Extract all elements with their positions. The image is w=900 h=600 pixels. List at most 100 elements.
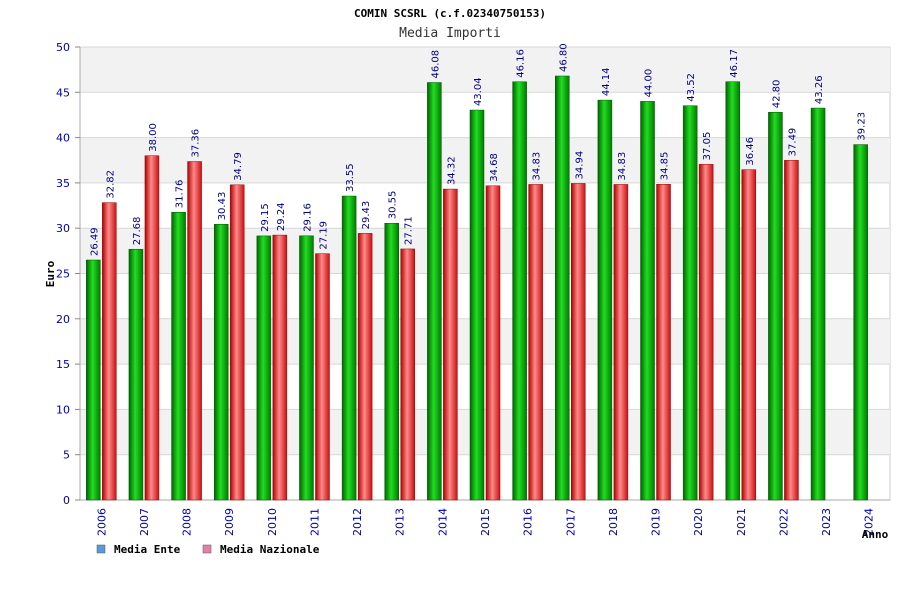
y-axis-ticks: 0 5 10 15 20 25 30 35 40 45 50 bbox=[56, 41, 80, 507]
bar-media-ente bbox=[341, 195, 357, 501]
legend-swatch bbox=[202, 544, 212, 554]
legend-label: Media Ente bbox=[114, 543, 181, 556]
bar-media-ente bbox=[256, 235, 272, 501]
x-tick-label: 2018 bbox=[607, 508, 620, 536]
data-label: 27.68 bbox=[132, 217, 143, 246]
data-label: 34.83 bbox=[617, 152, 628, 181]
bar-media-nazionale bbox=[528, 184, 543, 501]
y-tick-label: 10 bbox=[56, 403, 70, 416]
bars bbox=[86, 75, 868, 501]
x-tick-label: 2023 bbox=[820, 508, 833, 536]
data-label: 30.43 bbox=[217, 192, 228, 221]
y-tick-label: 25 bbox=[56, 268, 70, 281]
y-tick-label: 20 bbox=[56, 313, 70, 326]
data-label: 37.49 bbox=[787, 128, 798, 157]
data-label: 26.49 bbox=[89, 227, 100, 256]
bar-media-nazionale bbox=[698, 164, 714, 501]
data-label: 29.24 bbox=[276, 202, 287, 231]
y-tick-label: 5 bbox=[63, 449, 70, 462]
bar-media-ente bbox=[597, 99, 613, 501]
x-tick-label: 2010 bbox=[266, 508, 279, 536]
value-labels: 26.49 32.82 27.68 38.00 31.76 37.36 30.43 34.79… bbox=[89, 43, 867, 256]
x-tick-label: 2009 bbox=[223, 508, 236, 536]
x-axis-title: Anno bbox=[862, 528, 889, 541]
x-tick-label: 2024 bbox=[863, 508, 876, 536]
bar-media-nazionale bbox=[443, 188, 458, 501]
data-label: 34.32 bbox=[446, 156, 457, 185]
x-tick-label: 2006 bbox=[95, 508, 108, 536]
data-label: 44.00 bbox=[644, 69, 655, 98]
bar-media-nazionale bbox=[229, 184, 245, 501]
x-tick-label: 2022 bbox=[777, 508, 790, 536]
bar-media-nazionale bbox=[144, 155, 160, 501]
y-axis-title: Euro bbox=[44, 260, 57, 287]
x-tick-label: 2015 bbox=[479, 508, 492, 536]
data-label: 30.55 bbox=[388, 191, 399, 220]
chart-title: COMIN SCSRL (c.f.02340750153) bbox=[354, 7, 546, 20]
x-tick-label: 2011 bbox=[308, 508, 321, 536]
data-label: 37.05 bbox=[702, 132, 713, 161]
bar-media-ente bbox=[810, 107, 826, 501]
x-tick-label: 2007 bbox=[138, 508, 151, 536]
bar-media-nazionale bbox=[272, 234, 288, 501]
x-tick-label: 2008 bbox=[181, 508, 194, 536]
data-label: 37.36 bbox=[191, 129, 202, 158]
data-label: 36.46 bbox=[745, 137, 756, 166]
bar-media-nazionale bbox=[400, 248, 415, 501]
data-label: 27.71 bbox=[404, 216, 415, 245]
data-label: 46.80 bbox=[558, 43, 569, 72]
bar-media-ente bbox=[171, 212, 186, 501]
bar-media-nazionale bbox=[656, 184, 671, 501]
data-label: 34.79 bbox=[233, 152, 244, 181]
bar-media-ente bbox=[128, 248, 144, 501]
data-label: 46.16 bbox=[516, 49, 527, 78]
data-label: 34.83 bbox=[532, 152, 543, 181]
bar-media-ente bbox=[682, 105, 698, 501]
x-tick-label: 2017 bbox=[564, 508, 577, 536]
bar-media-ente bbox=[768, 111, 783, 501]
data-label: 34.85 bbox=[660, 152, 671, 181]
bar-media-ente bbox=[640, 101, 655, 501]
legend-swatch bbox=[96, 544, 106, 554]
bar-media-nazionale bbox=[613, 184, 629, 501]
x-tick-label: 2012 bbox=[351, 508, 364, 536]
x-tick-label: 2019 bbox=[650, 508, 663, 536]
data-label: 29.15 bbox=[260, 203, 271, 232]
bar-media-ente bbox=[213, 224, 229, 501]
grid-band bbox=[80, 47, 890, 93]
x-axis-ticks: 2006 2007 2008 2009 2010 2011 2012 2013 2014 2015… bbox=[95, 508, 875, 536]
data-label: 46.17 bbox=[729, 49, 740, 78]
y-tick-label: 40 bbox=[56, 132, 70, 145]
x-tick-label: 2016 bbox=[522, 508, 535, 536]
bar-media-ente bbox=[427, 82, 442, 501]
data-label: 33.55 bbox=[345, 163, 356, 192]
data-label: 32.82 bbox=[105, 170, 116, 199]
bar-media-nazionale bbox=[571, 183, 586, 501]
bar-media-ente bbox=[725, 81, 741, 501]
bar-media-ente bbox=[86, 259, 101, 501]
data-label: 34.94 bbox=[574, 151, 585, 180]
bar-media-nazionale bbox=[485, 185, 501, 501]
bar-media-ente bbox=[299, 235, 314, 501]
data-label: 39.23 bbox=[857, 112, 868, 141]
legend: Media Ente Media Nazionale bbox=[96, 543, 320, 556]
y-tick-label: 30 bbox=[56, 222, 70, 235]
chart-subtitle: Media Importi bbox=[399, 26, 501, 41]
bar-media-ente bbox=[512, 81, 527, 501]
bar-media-ente bbox=[384, 222, 399, 501]
bar-media-nazionale bbox=[357, 233, 373, 501]
data-label: 46.08 bbox=[430, 50, 441, 79]
data-label: 27.19 bbox=[318, 221, 329, 250]
data-label: 44.14 bbox=[601, 67, 612, 96]
bar-media-ente bbox=[469, 109, 485, 501]
x-tick-label: 2020 bbox=[692, 508, 705, 536]
data-label: 34.68 bbox=[489, 153, 500, 182]
x-tick-label: 2021 bbox=[735, 508, 748, 536]
data-label: 43.04 bbox=[473, 77, 484, 106]
y-tick-label: 35 bbox=[56, 177, 70, 190]
y-tick-label: 50 bbox=[56, 41, 70, 54]
data-label: 38.00 bbox=[148, 123, 159, 152]
x-tick-label: 2013 bbox=[394, 508, 407, 536]
data-label: 42.80 bbox=[771, 80, 782, 109]
